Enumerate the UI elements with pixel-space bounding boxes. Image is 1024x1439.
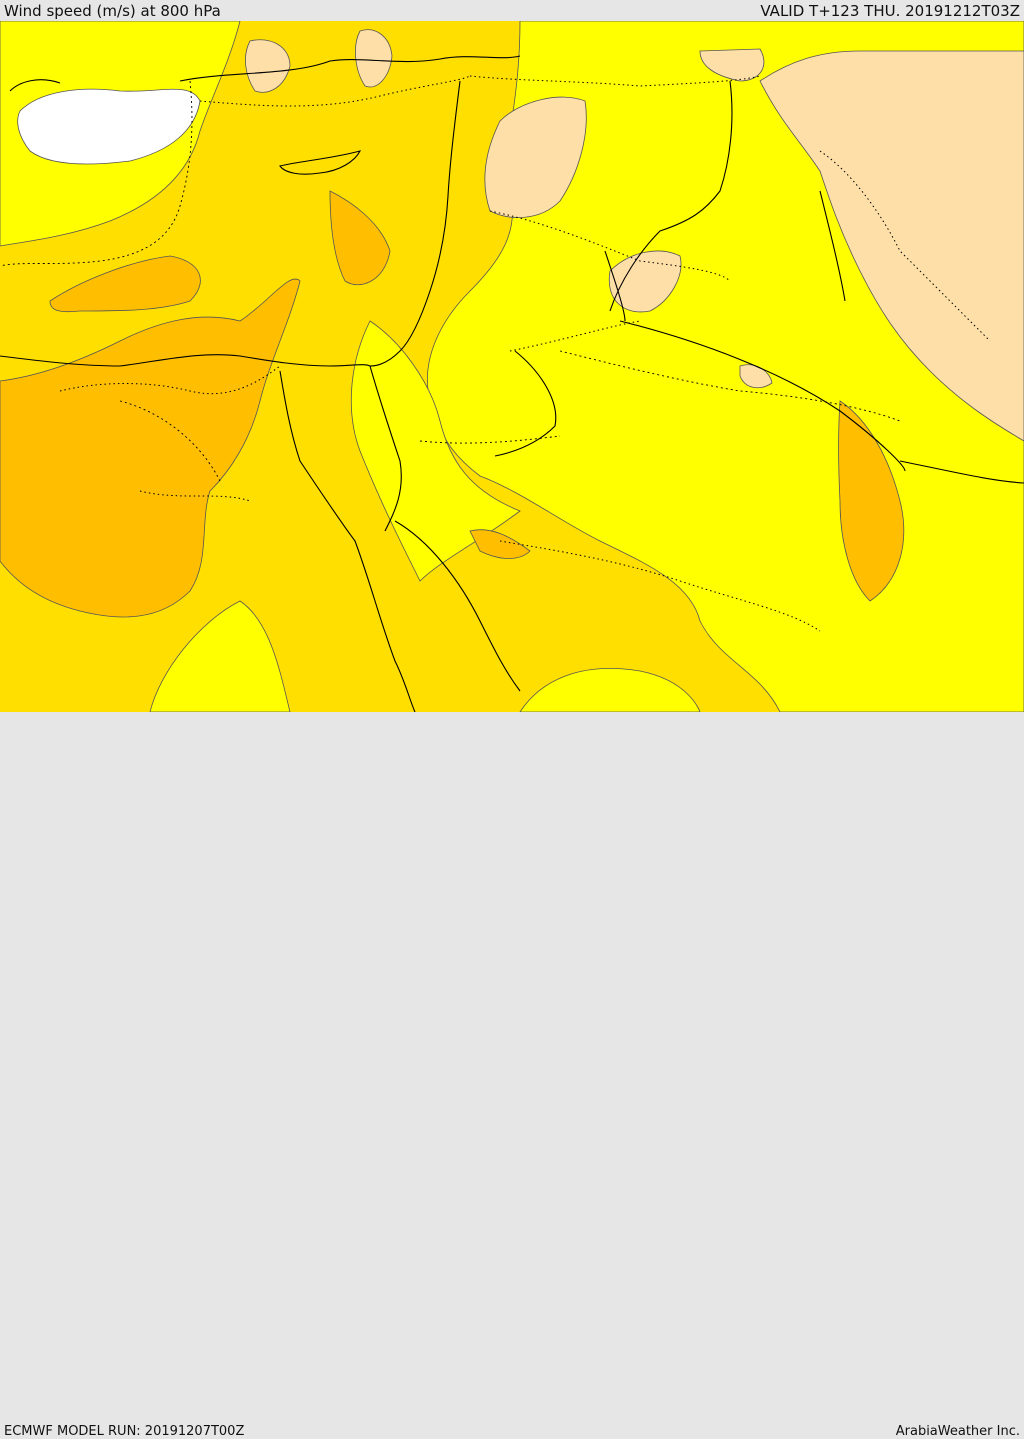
field-10-15-sinai [350,320,521,582]
credit-label: ArabiaWeather Inc. [895,1424,1020,1439]
map-title: Wind speed (m/s) at 800 hPa [4,2,221,20]
field-20-25-east [838,400,905,602]
wind-speed-map [0,21,1024,712]
field-20-25-cyprus [329,190,391,286]
field-5-10-iran [759,50,1024,442]
field-20-25-arabia [469,529,531,559]
footer-bar: ECMWF MODEL RUN: 20191207T00Z ArabiaWeat… [0,712,1024,1439]
contour-lines [0,80,901,482]
field-5-10-turkey-a [245,39,291,93]
valid-time: VALID T+123 THU. 20191212T03Z [760,2,1020,20]
field-10-15-south [519,668,701,712]
field-5-10-syria [484,96,587,218]
field-20-25-med [49,255,201,313]
model-run: ECMWF MODEL RUN: 20191207T00Z [4,1424,245,1439]
header-bar: Wind speed (m/s) at 800 hPa VALID T+123 … [0,0,1024,21]
field-5-10-ne [699,48,765,82]
coastlines [0,55,1024,712]
field-5-10-turkey-b [355,29,393,88]
field-20-25-egypt [0,278,301,618]
field-0-5-aegean [17,88,201,165]
field-10-15-sw [149,600,291,712]
field-5-10-iraq [608,250,682,313]
